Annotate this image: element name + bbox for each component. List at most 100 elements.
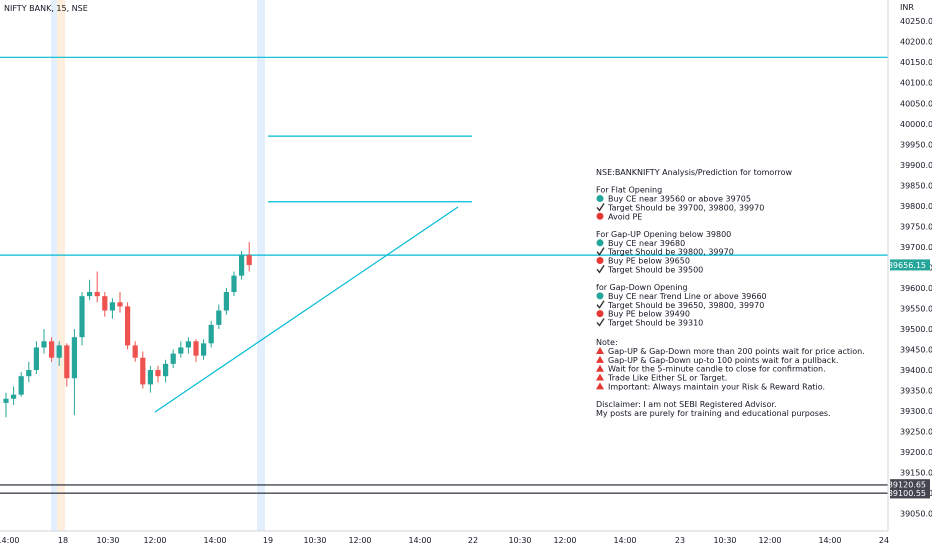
time-tick-label: 24 [879, 536, 889, 545]
analysis-disclaimer: Disclaimer: I am not SEBI Registered Adv… [596, 400, 777, 409]
warning-icon [596, 382, 604, 390]
price-tick-label: 39200.00 [900, 448, 932, 457]
price-tick-label: 39850.00 [900, 181, 932, 190]
time-tick-label: 10:30 [508, 536, 531, 545]
red-circle-icon [596, 257, 604, 264]
price-tick-label: 40200.00 [900, 38, 932, 47]
green-circle-icon [596, 239, 604, 247]
candle-body [193, 341, 199, 356]
analysis-item: Buy CE near 39560 or above 39705 [608, 195, 751, 204]
price-tick-label: 39300.00 [900, 407, 932, 416]
time-tick-label: 18 [58, 536, 68, 545]
analysis-note[interactable]: NSE:BANKNIFTY Analysis/Prediction for to… [596, 168, 865, 418]
candle-body [178, 347, 184, 354]
check-icon [596, 318, 605, 327]
time-tick-label: 12:00 [348, 536, 371, 545]
candle-body [94, 292, 100, 297]
candle-body [239, 255, 245, 276]
price-tick-label: 40150.00 [900, 58, 932, 67]
candle-body [18, 376, 24, 395]
price-tick-label: 39400.00 [900, 366, 932, 375]
candle-body [223, 292, 229, 311]
price-tick-label: 39900.00 [900, 161, 932, 170]
price-tick-label: 39050.00 [900, 510, 932, 519]
time-tick-label: 14:00 [0, 536, 20, 545]
time-tick-label: 14:00 [613, 536, 636, 545]
price-tick-label: 39700.00 [900, 243, 932, 252]
candle-body [109, 302, 115, 311]
candle-body [231, 275, 237, 293]
analysis-note-item: Gap-UP & Gap-Down up-to 100 points wait … [608, 356, 838, 365]
price-tick-label: 39600.00 [900, 284, 932, 293]
price-tag [890, 259, 930, 271]
candle-body [41, 341, 47, 348]
analysis-item: Buy CE near Trend Line or above 39660 [608, 292, 767, 301]
price-axis[interactable]: 40250.00 40200.00 40150.00 40100.00 40050.00… [900, 17, 932, 518]
symbol-title: NIFTY BANK, 15, NSE [4, 4, 88, 13]
candle-body [125, 306, 131, 346]
analysis-note-heading: Note: [596, 338, 618, 347]
green-circle-icon [596, 195, 604, 203]
check-icon [596, 264, 605, 274]
time-tick-label: 10:30 [96, 536, 119, 545]
green-circle-icon [596, 292, 604, 300]
candle-body [246, 255, 252, 265]
trend-line[interactable] [154, 206, 459, 413]
price-tick-label: 39950.00 [900, 140, 932, 149]
price-tag [890, 487, 930, 499]
time-tick-label: 14:00 [818, 536, 841, 545]
time-tick-label: 10:30 [713, 536, 736, 545]
analysis-item: Target Should be 39310 [607, 318, 703, 327]
time-tick-label: 14:00 [203, 536, 226, 545]
time-tick-label: 12:00 [758, 536, 781, 545]
candle-body [79, 296, 85, 338]
time-tick-label: 19 [263, 536, 273, 545]
analysis-note-item: Trade Like Either SL or Target. [607, 374, 727, 383]
price-tag-label: 39100.55 [888, 489, 926, 498]
candle-body [147, 370, 153, 385]
analysis-item: Buy CE near 39680 [608, 239, 685, 248]
candle-body [26, 370, 32, 377]
warning-icon [596, 373, 604, 381]
check-icon [596, 300, 605, 309]
price-tick-label: 39450.00 [900, 346, 932, 355]
time-tick-label: 22 [468, 536, 478, 545]
analysis-title: NSE:BANKNIFTY Analysis/Prediction for to… [596, 168, 792, 177]
session-highlight [51, 0, 57, 531]
candle-body [208, 324, 214, 344]
session-highlight-orange [56, 0, 65, 531]
candle-body [132, 345, 138, 358]
analysis-section-heading: For Flat Opening [596, 186, 662, 195]
candle-body [155, 370, 161, 377]
candle-body [33, 347, 39, 371]
price-tick-label: 40000.00 [900, 120, 932, 129]
time-tick-label: 12:00 [553, 536, 576, 545]
candle-body [170, 353, 176, 364]
candle-body [102, 296, 108, 311]
price-tick-label: 39500.00 [900, 325, 932, 334]
levels-group [0, 56, 888, 494]
analysis-note-item: Gap-UP & Gap-Down more than 200 points w… [608, 347, 865, 356]
analysis-item: Target Should be 39500 [607, 265, 703, 274]
analysis-item: Target Should be 39700, 39800, 39970 [607, 203, 764, 212]
candles-group [3, 241, 252, 418]
time-tick-label: 23 [675, 536, 685, 545]
price-tag-label: 39120.65 [888, 481, 926, 490]
price-tick-label: 40050.00 [900, 99, 932, 108]
analysis-item: Buy PE below 39650 [608, 257, 690, 266]
candle-body [56, 345, 62, 358]
analysis-item: Target Should be 39800, 39970 [607, 248, 734, 257]
warning-icon [596, 347, 604, 354]
analysis-disclaimer: My posts are purely for training and edu… [596, 409, 831, 418]
check-icon [596, 203, 605, 212]
time-axis[interactable]: 14:00 18 10:30 12:00 14:00 19 10:30 12:00 14:00 2… [0, 536, 889, 545]
price-tag-label: 39656.15 [888, 261, 926, 270]
price-tick-label: 39800.00 [900, 202, 932, 211]
candle-body [3, 398, 9, 403]
time-tick-label: 10:30 [303, 536, 326, 545]
price-tick-label: 39550.00 [900, 304, 932, 313]
analysis-section-heading: for Gap-Down Opening [596, 283, 688, 292]
candle-body [87, 292, 93, 297]
